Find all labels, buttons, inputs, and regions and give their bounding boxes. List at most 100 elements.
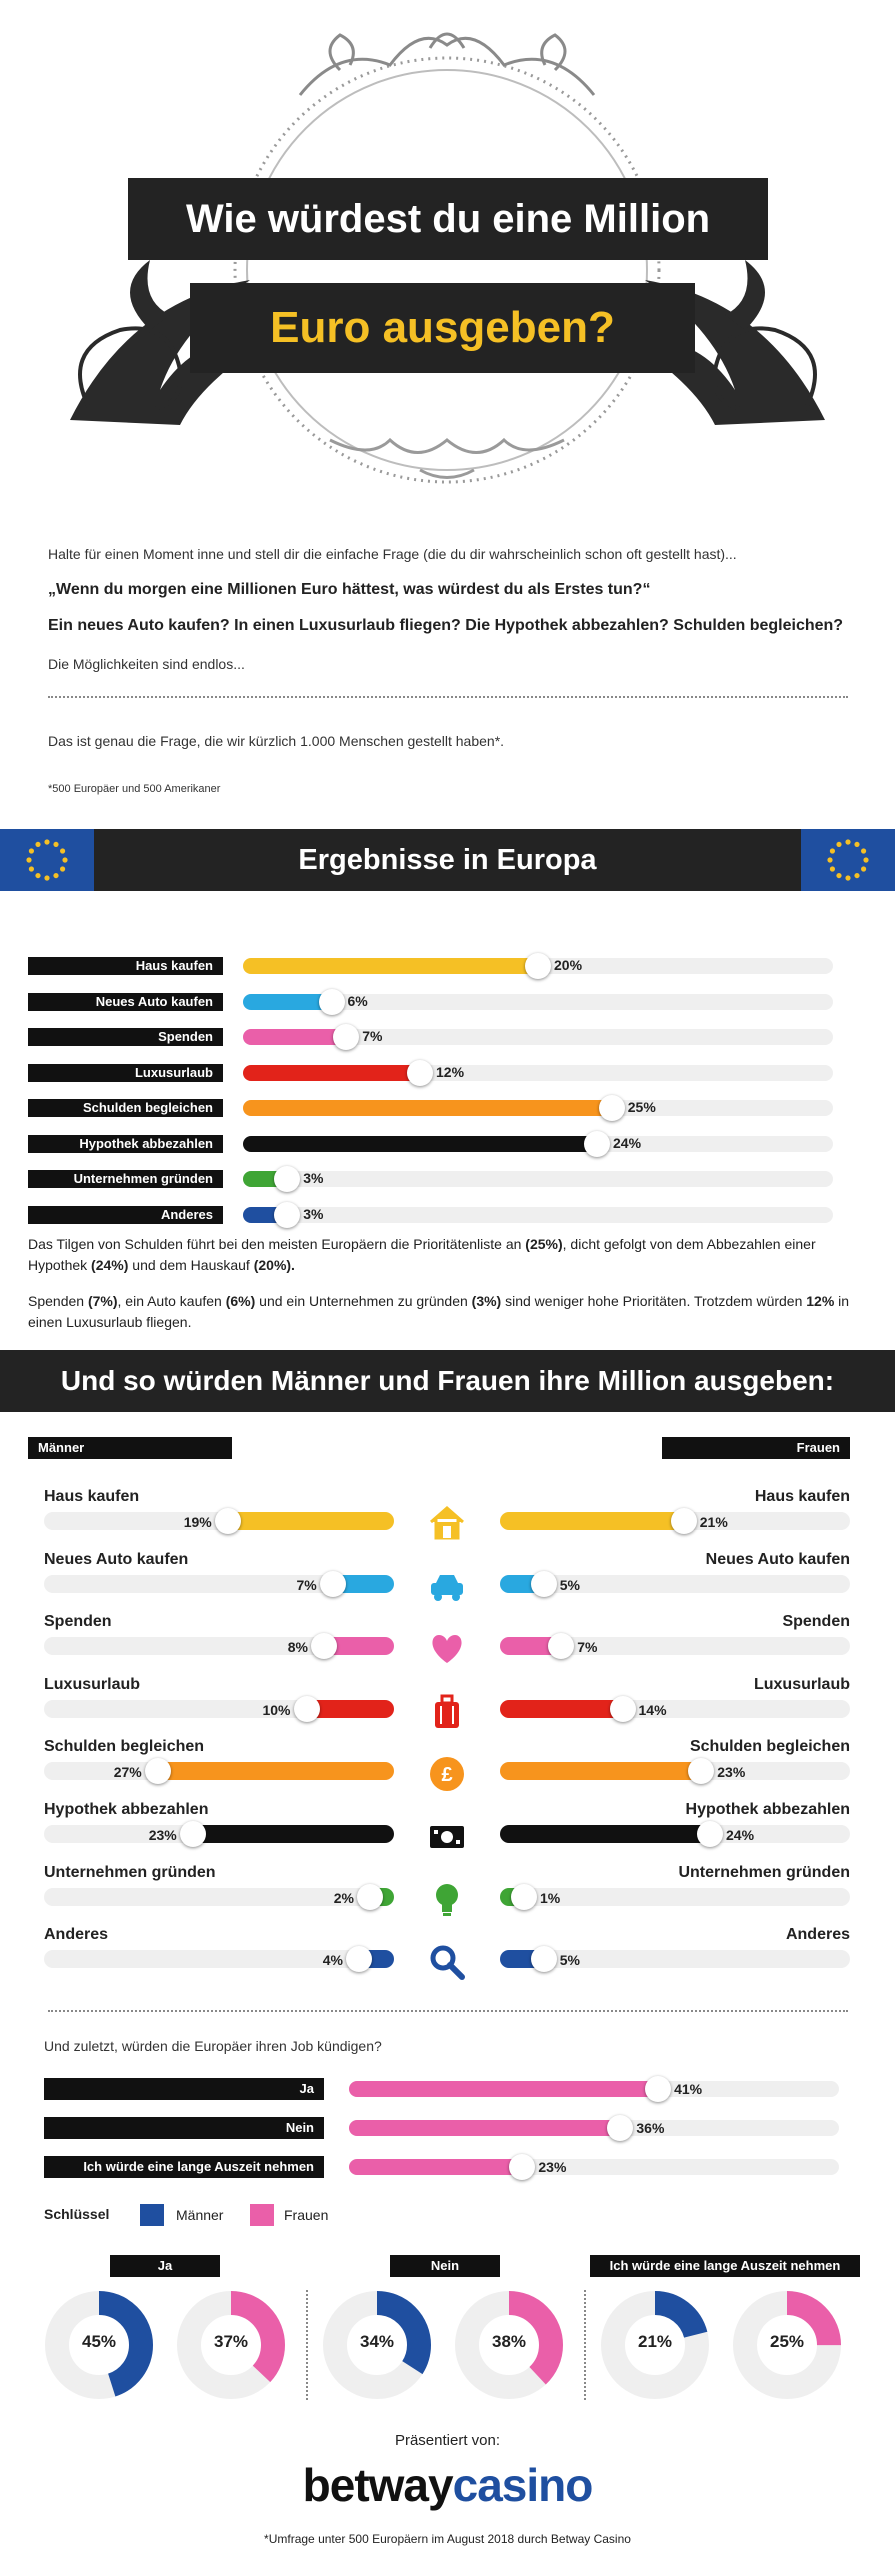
women-bar (500, 1699, 623, 1718)
europe-row-label: Schulden begleichen (28, 1099, 223, 1117)
europe-row-label: Luxusurlaub (28, 1063, 223, 1082)
donut-segment (733, 2291, 841, 2399)
job-row-label: Ja (44, 2078, 324, 2100)
europe-bar (243, 1029, 347, 1045)
men-bar (227, 1512, 394, 1530)
europe-row-label: Spenden (28, 1028, 223, 1046)
car-icon (427, 1567, 467, 1607)
women-row-label: Haus kaufen (754, 1488, 850, 1505)
men-bar (306, 1699, 394, 1718)
donut-value: 45% (81, 2332, 117, 2351)
europe-bar-knob (274, 1201, 301, 1228)
key-women-swatch (250, 2204, 274, 2226)
women-bar-track (500, 1883, 850, 1910)
europe-bar-knob (584, 1130, 610, 1157)
women-row-value: 5% (559, 1576, 580, 1593)
men-bar-knob (293, 1695, 320, 1722)
gender-row: Schulden begleichen Schulden begleichen 27… (44, 1738, 850, 1800)
men-bar-knob (311, 1633, 337, 1660)
men-row-value: 10% (262, 1701, 291, 1718)
women-row-value: 7% (577, 1639, 598, 1656)
suitcase-icon (427, 1692, 467, 1732)
europe-bar-knob (525, 953, 551, 979)
europe-bar (243, 1064, 420, 1081)
europe-bar-track (243, 1095, 833, 1121)
men-bar-knob (357, 1883, 383, 1910)
europe-row-value: 3% (303, 1170, 324, 1186)
intro-question: „Wenn du morgen eine Millionen Euro hätt… (48, 581, 651, 598)
men-bar-track (44, 1758, 394, 1785)
men-bar (192, 1825, 394, 1843)
intro-endless: Die Möglichkeiten sind endlos... (48, 656, 245, 672)
brand-logo[interactable]: betwaycasino (302, 2459, 594, 2511)
women-row-label: Anderes (785, 1926, 850, 1944)
europe-row-label: Anderes (28, 1205, 223, 1224)
europe-bar-knob (333, 1024, 360, 1050)
women-row-label: Spenden (782, 1613, 850, 1631)
gender-title: Und so würden Männer und Frauen ihre Mil… (0, 1350, 895, 1412)
women-bar-knob (548, 1633, 575, 1660)
women-bar-track (500, 1508, 850, 1534)
men-bar-knob (179, 1821, 206, 1847)
europe-row-value: 7% (362, 1028, 383, 1044)
women-bar-track (500, 1570, 850, 1597)
donut-value: 37% (213, 2332, 249, 2351)
job-bar-track (349, 2115, 839, 2141)
men-tag: Männer (28, 1437, 232, 1459)
men-row-value: 27% (113, 1764, 142, 1781)
men-row-label: Spenden (44, 1613, 112, 1631)
donut-value: 34% (359, 2332, 395, 2351)
men-row-label: Anderes (44, 1926, 109, 1944)
men-row-label: Haus kaufen (44, 1488, 140, 1505)
europe-bar (243, 958, 538, 974)
women-row-label: Hypothek abbezahlen (685, 1801, 850, 1818)
gender-row: Hypothek abbezahlen Hypothek abbezahlen 23… (44, 1801, 850, 1863)
europe-bar-track (243, 1059, 833, 1086)
men-row-value: 8% (287, 1639, 308, 1656)
men-bar-knob (144, 1758, 171, 1785)
men-bar-track (44, 1570, 394, 1597)
presented-by: Präsentiert von: (394, 2432, 501, 2449)
men-bar-knob (214, 1508, 241, 1534)
men-bar-track (44, 1946, 394, 1973)
women-bar-knob (609, 1695, 636, 1722)
women-bar-track (500, 1758, 850, 1785)
europe-summary-1: Das Tilgen von Schulden führt bei den me… (28, 1236, 816, 1273)
europe-banner: Ergebnisse in Europa (0, 829, 895, 891)
women-row-label: Luxusurlaub (753, 1675, 850, 1693)
europe-row-label: Haus kaufen (28, 957, 223, 975)
job-bar (349, 2159, 523, 2175)
house-icon (427, 1504, 467, 1544)
women-bar-knob (511, 1883, 537, 1910)
eu-flag-icon (0, 829, 94, 891)
donut-segment (601, 2291, 709, 2399)
men-bar (157, 1762, 394, 1781)
gender-row: Anderes Anderes 4% 5% (44, 1926, 850, 1988)
europe-row-label: Unternehmen gründen (28, 1170, 223, 1188)
europe-row-value: 3% (303, 1205, 324, 1222)
europe-bar-knob (274, 1166, 301, 1192)
women-bar (500, 1512, 684, 1530)
europe-row-value: 24% (613, 1134, 642, 1151)
women-row-label: Schulden begleichen (689, 1738, 850, 1756)
women-bar-knob (688, 1758, 715, 1785)
women-bar (500, 1637, 562, 1656)
women-bar-track (500, 1946, 850, 1973)
job-row-value: 41% (674, 2081, 703, 2097)
europe-row: Neues Auto kaufen 6% (28, 988, 833, 1015)
heart-icon (427, 1629, 467, 1669)
lightbulb-icon (427, 1880, 467, 1920)
men-bar-track (44, 1508, 394, 1534)
men-bar-track (44, 1883, 394, 1910)
intro-footnote: *500 Europäer und 500 Amerikaner (48, 783, 221, 795)
men-row-value: 4% (322, 1952, 343, 1969)
job-row: Ja 41% (44, 2076, 844, 2102)
divider (306, 2290, 308, 2400)
men-bar-knob (346, 1946, 372, 1973)
gender-row: Luxusurlaub Luxusurlaub 10% 14% (44, 1676, 850, 1738)
job-bar-track (349, 2076, 839, 2102)
donut-value: 21% (637, 2332, 673, 2351)
men-bar-track (44, 1821, 394, 1847)
women-bar-track (500, 1821, 850, 1847)
page-title-line1: Wie würdest du eine Million (128, 178, 768, 260)
